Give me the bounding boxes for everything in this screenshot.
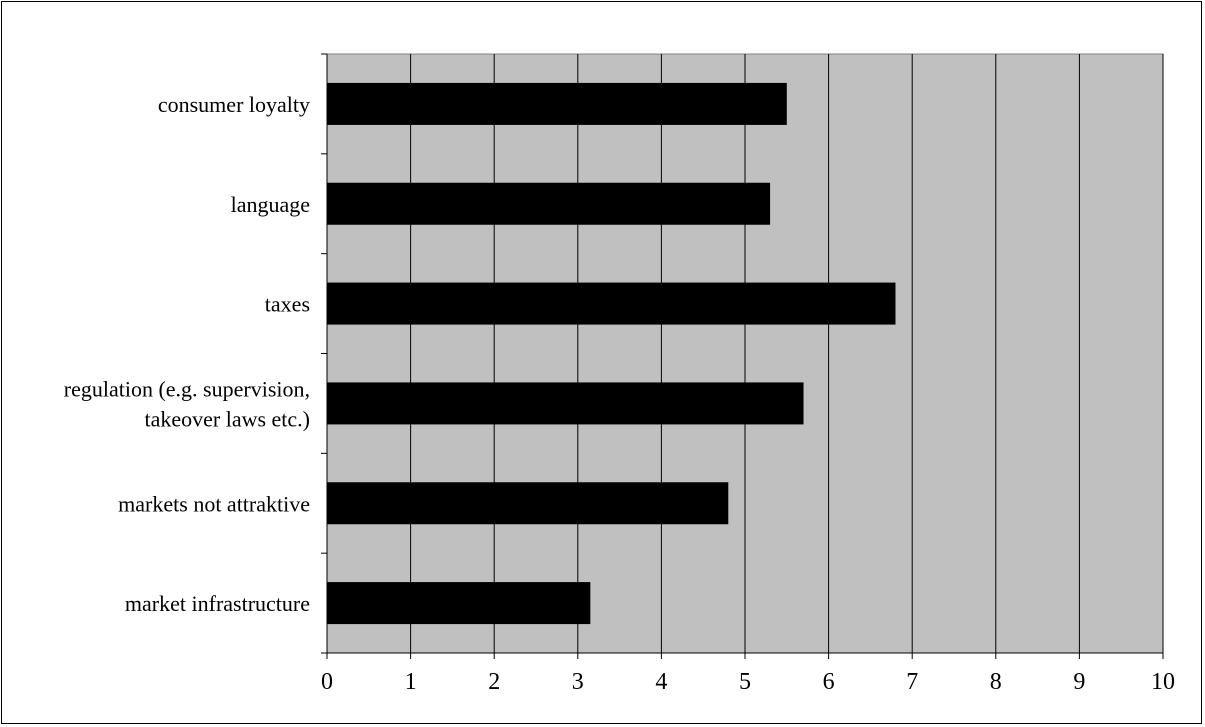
- bar: [327, 82, 787, 125]
- x-tick-label: 1: [405, 669, 417, 695]
- x-tick-label: 10: [1151, 669, 1175, 695]
- bar: [327, 182, 771, 225]
- category-label: consumer loyalty: [158, 92, 310, 117]
- category-label: taxes: [265, 292, 310, 317]
- x-tick-label: 3: [572, 669, 584, 695]
- category-label: takeover laws etc.): [144, 406, 310, 431]
- x-tick-label: 9: [1073, 669, 1085, 695]
- category-label: market infrastructure: [125, 591, 310, 616]
- category-label: markets not attraktive: [118, 491, 310, 516]
- x-tick-label: 7: [906, 669, 918, 695]
- category-labels: consumer loyalty language taxes regulation …: [64, 92, 310, 616]
- bars: [327, 82, 896, 625]
- axes: [321, 53, 1164, 659]
- x-tick-label: 5: [739, 669, 751, 695]
- x-tick-label: 2: [488, 669, 500, 695]
- x-tick-label: 0: [321, 669, 333, 695]
- x-tick-labels: 0 1 2 3 4 5 6 7 8 9 10: [321, 669, 1175, 695]
- x-tick-label: 4: [655, 669, 667, 695]
- bar: [327, 482, 729, 525]
- category-label: regulation (e.g. supervision,: [64, 376, 310, 401]
- bar: [327, 582, 591, 625]
- bar: [327, 382, 804, 425]
- bar: [327, 282, 896, 325]
- gridlines: [410, 54, 1164, 653]
- x-tick-label: 8: [990, 669, 1002, 695]
- category-label: language: [231, 192, 310, 217]
- x-tick-label: 6: [823, 669, 835, 695]
